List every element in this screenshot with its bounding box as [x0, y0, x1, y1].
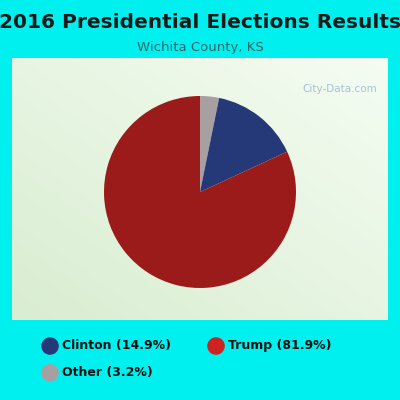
Text: City-Data.com: City-Data.com — [302, 84, 377, 94]
Text: Other (3.2%): Other (3.2%) — [62, 366, 153, 379]
Wedge shape — [200, 98, 287, 192]
Text: 2016 Presidential Elections Results: 2016 Presidential Elections Results — [0, 12, 400, 32]
Text: Wichita County, KS: Wichita County, KS — [137, 41, 263, 54]
Circle shape — [41, 337, 59, 355]
Wedge shape — [200, 96, 219, 192]
Circle shape — [207, 337, 225, 355]
Wedge shape — [104, 96, 296, 288]
FancyBboxPatch shape — [12, 58, 388, 320]
Text: Clinton (14.9%): Clinton (14.9%) — [62, 340, 171, 352]
Text: Trump (81.9%): Trump (81.9%) — [228, 340, 332, 352]
Circle shape — [41, 364, 59, 382]
